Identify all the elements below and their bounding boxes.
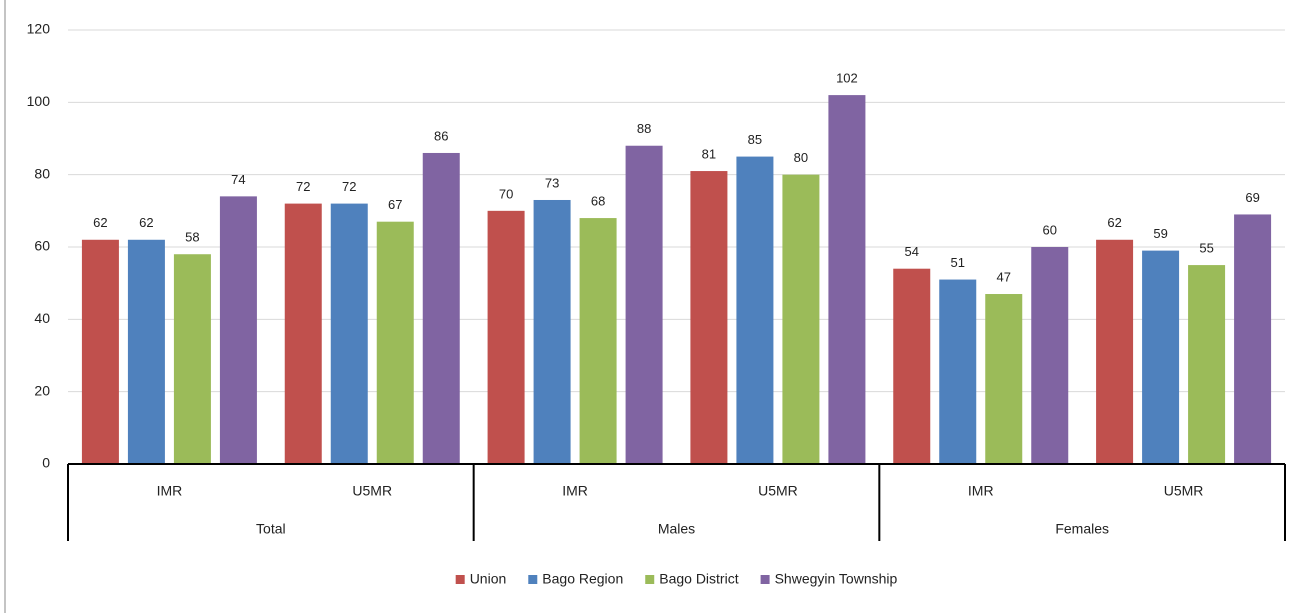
data-label: 59 (1153, 226, 1167, 241)
data-label: 58 (185, 230, 199, 245)
bar (782, 174, 820, 464)
bar (736, 156, 774, 465)
x-tick-label: U5MR (352, 483, 392, 499)
data-label: 85 (748, 132, 762, 147)
legend-label: Bago District (659, 571, 738, 587)
bar (284, 203, 322, 464)
group-label: Males (658, 521, 695, 537)
legend-swatch (645, 575, 655, 584)
bar (690, 171, 728, 465)
data-label: 88 (637, 121, 651, 136)
data-label: 70 (499, 186, 513, 201)
data-label: 68 (591, 194, 605, 209)
bar (219, 196, 257, 464)
data-label: 80 (794, 150, 808, 165)
y-tick-label: 40 (34, 310, 50, 326)
bar (828, 95, 866, 464)
data-label: 72 (342, 179, 356, 194)
data-label: 55 (1199, 241, 1213, 256)
bar (1188, 265, 1226, 464)
legend-label: Shwegyin Township (775, 571, 898, 587)
bar (422, 152, 460, 464)
data-label: 60 (1043, 222, 1057, 237)
data-label: 47 (997, 269, 1011, 284)
data-label: 86 (434, 128, 448, 143)
x-tick-label: IMR (562, 483, 588, 499)
data-label: 81 (702, 146, 716, 161)
x-tick-label: U5MR (758, 483, 798, 499)
data-label: 67 (388, 197, 402, 212)
bar (579, 218, 617, 464)
data-label: 69 (1245, 190, 1259, 205)
bar (330, 203, 368, 464)
legend-swatch (455, 575, 465, 584)
bar (1096, 239, 1134, 464)
y-tick-label: 100 (27, 93, 51, 109)
data-label: 62 (139, 215, 153, 230)
bar (127, 239, 165, 464)
data-label: 72 (296, 179, 310, 194)
bar (1031, 247, 1069, 464)
y-tick-label: 80 (34, 165, 50, 181)
data-label: 102 (836, 71, 858, 86)
legend-label: Bago Region (542, 571, 623, 587)
bar (939, 279, 977, 464)
bar (81, 239, 119, 464)
group-label: Females (1055, 521, 1109, 537)
bar (173, 254, 211, 464)
y-tick-label: 120 (27, 21, 51, 37)
data-label: 73 (545, 175, 559, 190)
bar (487, 210, 525, 464)
bar (1234, 214, 1272, 464)
y-tick-label: 60 (34, 238, 50, 254)
y-tick-label: 0 (42, 455, 50, 471)
x-tick-label: U5MR (1164, 483, 1204, 499)
bar (893, 268, 931, 464)
x-tick-label: IMR (157, 483, 183, 499)
legend-label: Union (470, 571, 507, 587)
bar (1142, 250, 1180, 464)
data-label: 54 (905, 244, 919, 259)
x-tick-label: IMR (968, 483, 994, 499)
data-label: 74 (231, 172, 245, 187)
bar (985, 294, 1023, 464)
y-tick-label: 20 (34, 382, 50, 398)
legend-swatch (528, 575, 538, 584)
legend-swatch (760, 575, 770, 584)
bar (625, 145, 663, 464)
data-label: 51 (951, 255, 965, 270)
bar (376, 221, 414, 464)
group-label: Total (256, 521, 286, 537)
data-label: 62 (93, 215, 107, 230)
bar (533, 199, 571, 464)
data-label: 62 (1107, 215, 1121, 230)
